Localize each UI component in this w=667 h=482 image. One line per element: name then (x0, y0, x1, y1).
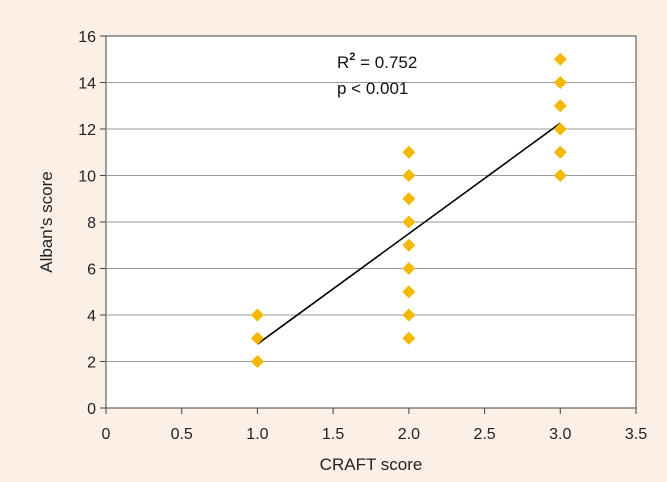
data-point (402, 308, 416, 322)
r-squared-exponent: 2 (349, 51, 355, 63)
data-point (402, 192, 416, 206)
x-tick-label: 1.5 (322, 426, 344, 443)
p-value-annotation: p < 0.001 (337, 79, 408, 98)
data-point (553, 99, 567, 113)
x-tick-label: 3.5 (625, 426, 647, 443)
y-axis-title: Alban's score (37, 171, 56, 273)
grid-lines (106, 82, 636, 362)
x-tick-label: 3.0 (549, 426, 571, 443)
tick-labels: 0 2 4 6 8 10 12 14 16 0 0.5 1.0 1.5 2.0 2.5 3.0 3.5 (78, 29, 647, 443)
x-tick-label: 0.5 (171, 426, 193, 443)
y-tick-label: 2 (87, 355, 96, 372)
y-tick-label: 14 (78, 76, 96, 93)
x-tick-label: 0 (102, 426, 111, 443)
data-point (250, 355, 264, 368)
data-point (402, 145, 416, 159)
data-point (402, 169, 416, 182)
y-tick-label: 16 (78, 29, 96, 46)
data-point (553, 76, 567, 89)
data-point (402, 285, 416, 299)
r-squared-label: R (337, 53, 349, 72)
axis-ticks (100, 35, 637, 414)
data-point (402, 238, 416, 252)
x-axis-title: CRAFT score (320, 455, 423, 474)
y-tick-label: 4 (87, 308, 96, 325)
y-tick-label: 12 (78, 122, 96, 139)
data-point (553, 145, 567, 159)
data-point (250, 308, 264, 322)
data-point (553, 122, 567, 136)
data-point (250, 331, 264, 345)
data-point (553, 52, 567, 66)
data-points (250, 52, 567, 368)
data-point (402, 331, 416, 345)
x-tick-label: 2.0 (398, 426, 420, 443)
x-tick-label: 1.0 (246, 426, 268, 443)
x-tick-label: 2.5 (473, 426, 495, 443)
data-point (402, 262, 416, 275)
r-squared-value: = 0.752 (355, 53, 417, 72)
y-tick-label: 10 (78, 169, 96, 186)
data-point (553, 169, 567, 182)
y-tick-label: 6 (87, 262, 96, 279)
y-tick-label: 0 (87, 401, 96, 418)
trend-line (256, 122, 561, 345)
y-tick-label: 8 (87, 215, 96, 232)
data-point (402, 215, 416, 229)
r-squared-annotation: R2 = 0.752 (337, 51, 417, 72)
